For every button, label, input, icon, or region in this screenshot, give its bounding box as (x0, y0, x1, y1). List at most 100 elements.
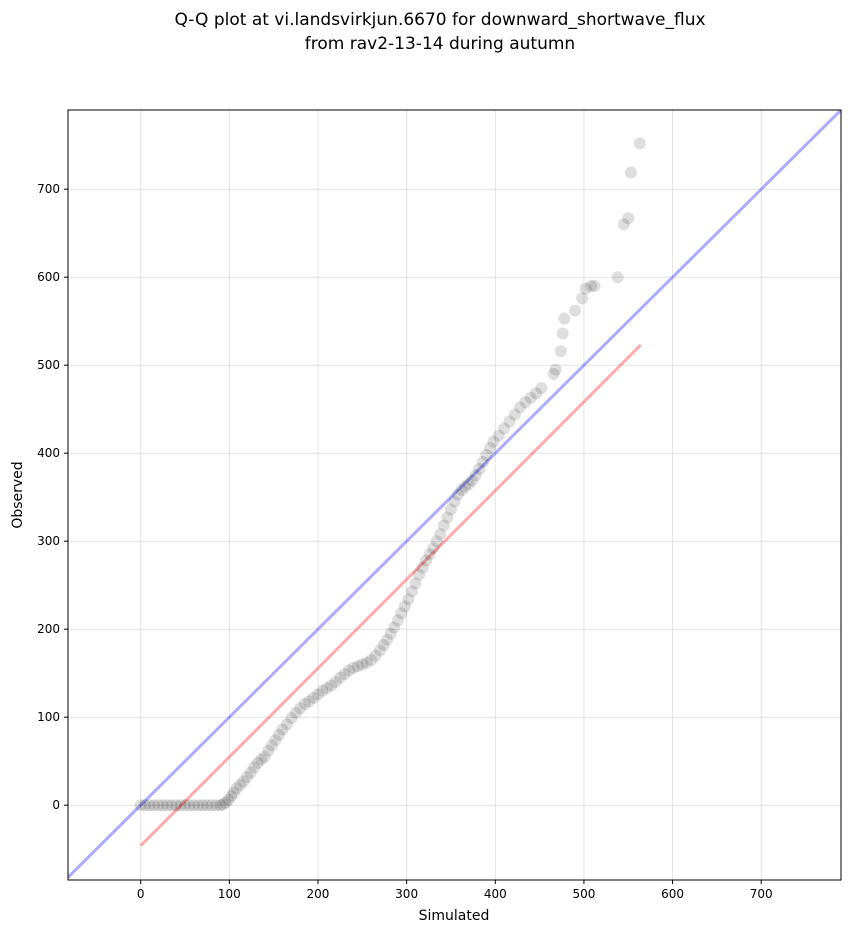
data-point (462, 478, 475, 490)
data-point (210, 799, 223, 812)
data-point (480, 448, 493, 461)
data-point (547, 368, 560, 380)
data-point (459, 480, 472, 493)
data-point (622, 212, 635, 225)
data-point (255, 753, 268, 766)
data-point (469, 469, 482, 482)
x-axis-ticks: 0 100 200 300 400 500 600 700 (137, 880, 773, 901)
data-point (588, 280, 601, 292)
data-point (187, 799, 200, 812)
data-point (409, 577, 422, 590)
data-point (217, 798, 230, 811)
data-point (298, 698, 311, 710)
data-point (170, 799, 183, 812)
data-point (437, 519, 450, 532)
data-point (329, 676, 342, 688)
data-point (262, 744, 275, 757)
y-tick-label: 0 (52, 798, 60, 812)
data-point (272, 728, 285, 741)
data-point (147, 799, 160, 812)
data-point (413, 568, 426, 581)
data-point (554, 345, 567, 358)
data-point (395, 607, 408, 620)
data-point (237, 775, 250, 788)
data-point (585, 280, 598, 292)
data-point (233, 778, 246, 791)
x-tick-label: 100 (218, 887, 241, 901)
data-point (143, 799, 156, 812)
x-tick-label: 600 (661, 887, 684, 901)
data-point (556, 327, 569, 340)
data-point (524, 391, 537, 404)
data-point (430, 535, 443, 548)
y-tick-label: 600 (37, 270, 60, 284)
data-point (244, 766, 257, 779)
data-point (576, 292, 589, 305)
x-axis-label: Simulated (419, 908, 490, 924)
data-point (483, 441, 496, 454)
y-tick-label: 200 (37, 622, 60, 636)
data-point (152, 799, 165, 812)
data-point (241, 771, 254, 784)
chart-title-line1: Q-Q plot at vi.landsvirkjun.6670 for dow… (174, 10, 705, 30)
data-point (503, 415, 516, 428)
data-point (325, 679, 338, 692)
data-point (222, 793, 235, 806)
data-point (356, 658, 369, 671)
data-point (294, 702, 307, 715)
data-point (391, 614, 404, 627)
data-point (347, 661, 360, 674)
data-point (285, 712, 298, 725)
x-tick-label: 300 (395, 887, 418, 901)
data-point (134, 799, 147, 812)
y-tick-label: 400 (37, 446, 60, 460)
axes-frame (67, 109, 842, 881)
data-point (334, 671, 347, 684)
data-point (434, 528, 447, 541)
x-tick-label: 700 (750, 887, 773, 901)
x-tick-label: 200 (307, 887, 330, 901)
data-point (196, 799, 209, 812)
data-point (381, 633, 394, 646)
data-point (558, 312, 571, 325)
data-point (549, 363, 562, 376)
data-point (156, 799, 169, 812)
data-point (365, 654, 378, 666)
data-point (311, 688, 324, 701)
data-point (183, 799, 196, 812)
data-point (369, 649, 382, 662)
data-point (265, 739, 278, 752)
data-point (444, 503, 457, 516)
data-point (343, 664, 356, 677)
data-point (307, 691, 320, 704)
data-point (452, 488, 465, 501)
data-point (174, 799, 187, 812)
data-point (441, 511, 454, 524)
data-point (251, 756, 264, 769)
data-point (338, 668, 351, 681)
data-point (498, 422, 511, 435)
data-point (139, 799, 152, 812)
data-point (514, 401, 527, 414)
data-point (214, 799, 227, 812)
plot-area (68, 110, 841, 879)
data-point (280, 718, 293, 731)
data-point (617, 218, 630, 231)
x-tick-label: 0 (137, 887, 145, 901)
y-axis-ticks: 0 100 200 300 400 500 600 700 (37, 182, 68, 812)
data-point (427, 542, 440, 555)
data-point (276, 723, 289, 736)
data-point (535, 382, 548, 395)
reference-line (68, 110, 841, 879)
y-tick-label: 100 (37, 710, 60, 724)
data-point (466, 474, 479, 487)
data-point (473, 463, 486, 476)
data-point (316, 684, 329, 697)
data-point (611, 271, 624, 284)
data-point (487, 435, 500, 448)
data-point (201, 799, 214, 812)
data-point (508, 408, 521, 421)
data-point (398, 600, 411, 613)
data-point (248, 761, 261, 774)
data-point (519, 396, 532, 409)
